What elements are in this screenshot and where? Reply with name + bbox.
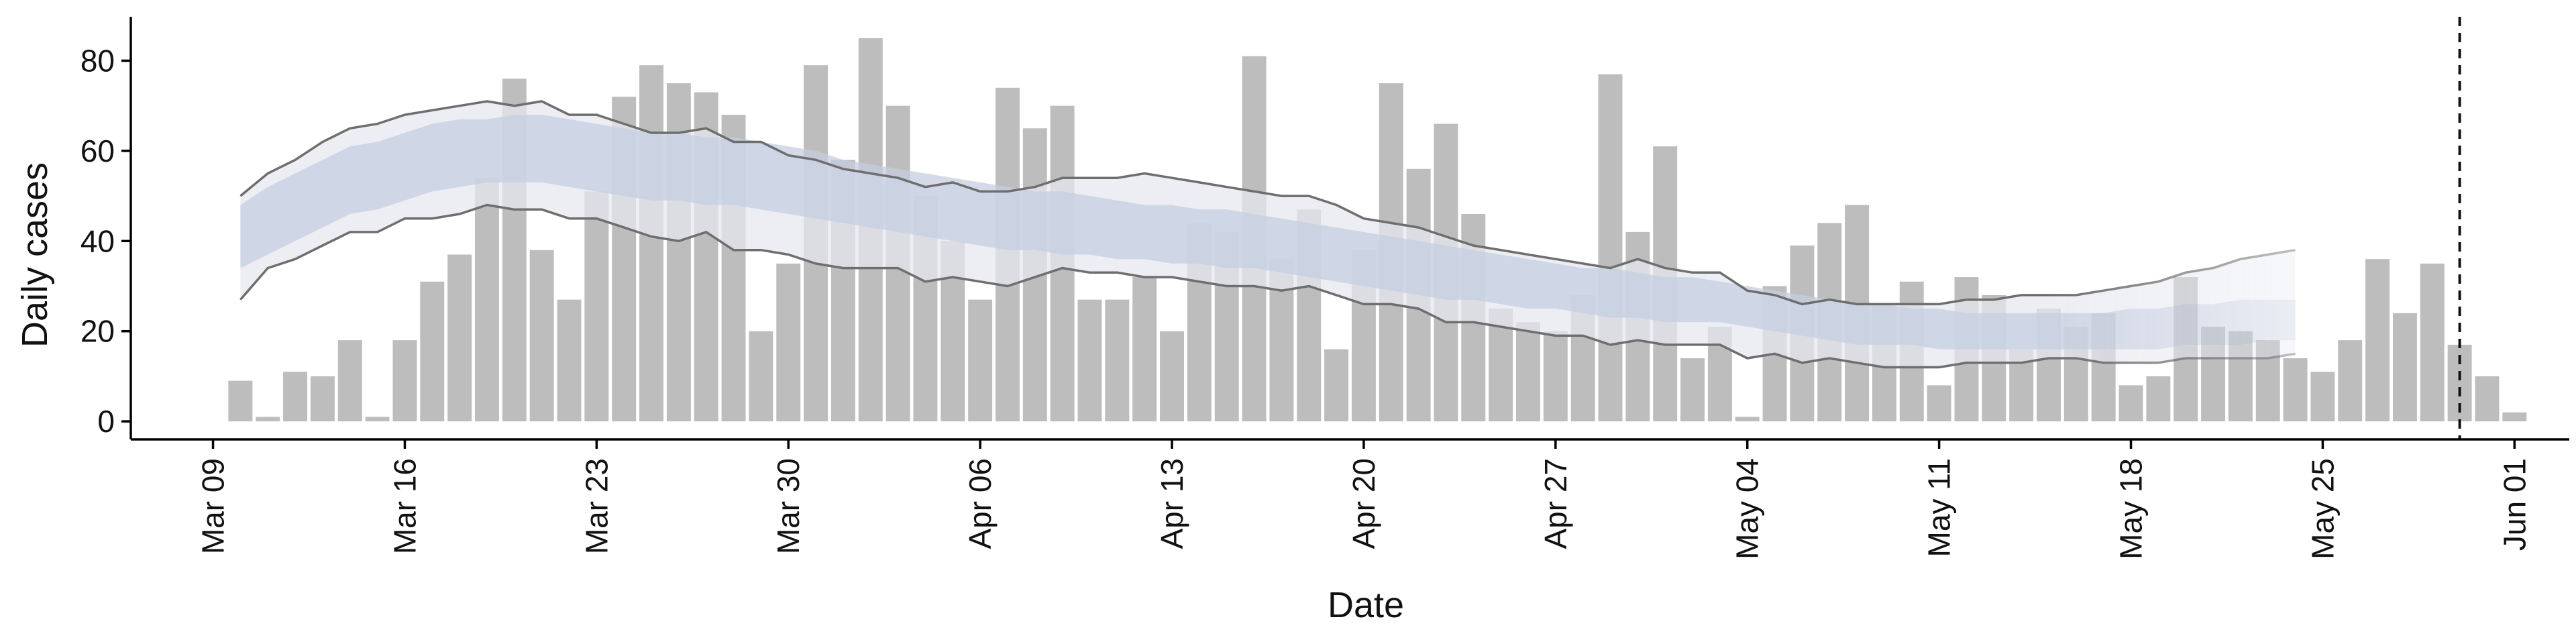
x-tick-label: Mar 09 <box>196 458 231 554</box>
daily-case-bar <box>1132 277 1157 422</box>
nowcast-lower-line <box>239 203 2296 369</box>
daily-case-bar <box>420 281 445 422</box>
axes-layer: 0 20 40 60 80 Mar 09 Mar 16 Mar 23 Mar 30 Apr 06 A… <box>80 17 2569 559</box>
daily-case-bar <box>1105 299 1130 422</box>
daily-case-bar <box>1516 322 1540 422</box>
x-tick-label: Apr 27 <box>1538 458 1573 549</box>
x-tick-label: Apr 13 <box>1155 458 1189 549</box>
nowcast-inner-band <box>240 115 2296 350</box>
nowcast-layer <box>239 100 2296 369</box>
daily-case-bar <box>1324 349 1349 422</box>
daily-case-bar <box>2118 385 2143 422</box>
x-tick-label: Mar 16 <box>387 458 422 554</box>
daily-case-bar <box>529 250 554 422</box>
daily-case-bar <box>392 340 417 422</box>
x-axis-title: Date <box>1328 585 1404 625</box>
daily-case-bar <box>2146 376 2171 422</box>
x-tick-label: Mar 30 <box>771 458 806 554</box>
daily-case-bar <box>1077 299 1102 422</box>
y-tick-label: 0 <box>97 404 115 439</box>
daily-case-bar <box>2283 358 2308 422</box>
daily-case-bar <box>283 372 308 422</box>
daily-case-bar <box>1680 358 1705 422</box>
y-axis-title: Daily cases <box>15 162 55 347</box>
daily-case-bar <box>1598 74 1623 422</box>
daily-case-bar <box>228 380 253 422</box>
x-tick-label: May 18 <box>2114 458 2149 559</box>
daily-case-bar <box>639 65 663 422</box>
x-tick-label: May 11 <box>1922 458 1957 557</box>
daily-case-bar <box>2420 263 2445 422</box>
daily-case-bar <box>2310 372 2335 422</box>
x-tick-label: Apr 06 <box>963 458 998 549</box>
x-tick-label: May 04 <box>1730 458 1765 559</box>
daily-case-bar <box>310 376 335 422</box>
daily-case-bar <box>1543 331 1568 422</box>
daily-case-bar <box>1927 385 1951 422</box>
daily-case-bar <box>365 417 390 422</box>
y-tick-label: 40 <box>80 223 115 258</box>
daily-case-bar <box>2338 340 2363 422</box>
daily-case-bar <box>2392 313 2417 422</box>
daily-case-bar <box>1735 417 1760 422</box>
daily-case-bar <box>2502 412 2527 422</box>
daily-case-bar <box>337 340 362 422</box>
daily-case-bar <box>1160 331 1184 422</box>
daily-case-bar <box>447 254 472 422</box>
daily-case-bar <box>584 191 609 422</box>
x-tick-label: Apr 20 <box>1346 458 1381 549</box>
daily-case-bar <box>557 299 582 422</box>
daily-case-bar <box>474 178 499 422</box>
y-tick-label: 20 <box>80 314 115 349</box>
daily-case-bar <box>749 331 773 422</box>
x-tick-label: May 25 <box>2305 458 2340 559</box>
x-tick-label: Jun 01 <box>2497 458 2532 551</box>
y-tick-label: 80 <box>80 43 115 78</box>
x-tick-label: Mar 23 <box>579 458 614 554</box>
daily-case-bar <box>776 263 801 422</box>
daily-case-bar <box>2365 259 2390 422</box>
daily-case-bar <box>2475 376 2500 422</box>
nowcast-upper-line <box>239 100 2296 306</box>
daily-case-bar <box>968 299 993 422</box>
y-tick-label: 60 <box>80 133 115 168</box>
daily-case-bar <box>256 417 280 422</box>
